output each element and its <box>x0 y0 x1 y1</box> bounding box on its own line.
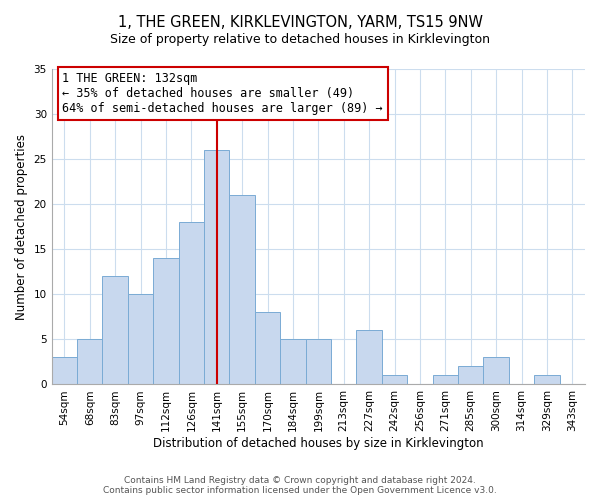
Bar <box>280 340 305 384</box>
Bar <box>534 376 560 384</box>
Bar <box>255 312 280 384</box>
Bar <box>356 330 382 384</box>
X-axis label: Distribution of detached houses by size in Kirklevington: Distribution of detached houses by size … <box>153 437 484 450</box>
Bar <box>458 366 484 384</box>
Bar <box>103 276 128 384</box>
Y-axis label: Number of detached properties: Number of detached properties <box>15 134 28 320</box>
Text: Size of property relative to detached houses in Kirklevington: Size of property relative to detached ho… <box>110 32 490 46</box>
Bar <box>229 195 255 384</box>
Bar <box>305 340 331 384</box>
Text: 1 THE GREEN: 132sqm
← 35% of detached houses are smaller (49)
64% of semi-detach: 1 THE GREEN: 132sqm ← 35% of detached ho… <box>62 72 383 115</box>
Bar <box>128 294 153 384</box>
Bar <box>77 340 103 384</box>
Bar <box>179 222 204 384</box>
Bar <box>204 150 229 384</box>
Text: Contains HM Land Registry data © Crown copyright and database right 2024.
Contai: Contains HM Land Registry data © Crown c… <box>103 476 497 495</box>
Text: 1, THE GREEN, KIRKLEVINGTON, YARM, TS15 9NW: 1, THE GREEN, KIRKLEVINGTON, YARM, TS15 … <box>118 15 482 30</box>
Bar <box>433 376 458 384</box>
Bar <box>484 358 509 384</box>
Bar <box>153 258 179 384</box>
Bar <box>52 358 77 384</box>
Bar <box>382 376 407 384</box>
